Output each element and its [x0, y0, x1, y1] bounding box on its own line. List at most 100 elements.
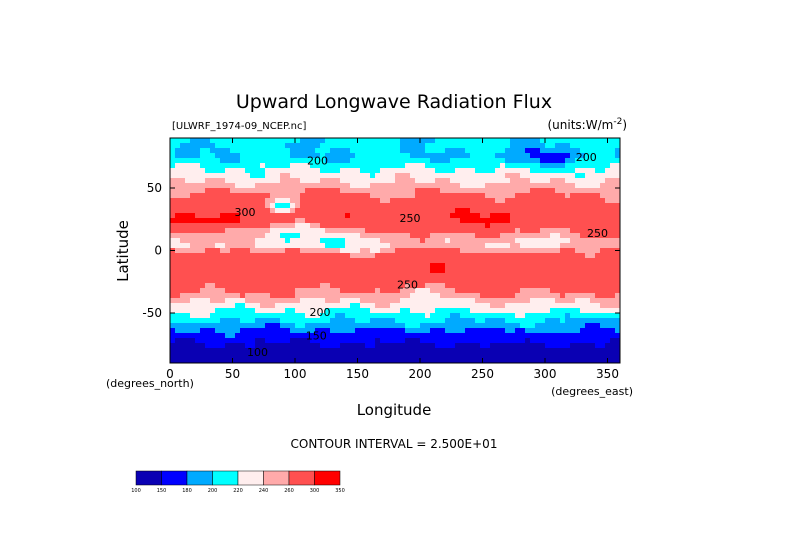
field-cell [180, 178, 186, 184]
field-cell [385, 208, 391, 214]
field-cell [535, 168, 541, 174]
field-cell [420, 263, 426, 269]
field-cell [440, 213, 446, 219]
field-cell [265, 138, 271, 144]
field-cell [615, 293, 620, 299]
field-cell [455, 218, 461, 224]
field-cell [535, 358, 541, 363]
field-cell [455, 293, 461, 299]
field-cell [230, 343, 236, 349]
field-cell [200, 158, 206, 164]
field-cell [570, 318, 576, 324]
field-cell [275, 288, 281, 294]
field-cell [360, 228, 366, 234]
field-cell [365, 193, 371, 199]
field-cell [370, 353, 376, 359]
field-cell [540, 138, 546, 144]
field-cell [545, 248, 551, 254]
field-cell [445, 153, 451, 159]
field-cell [445, 238, 451, 244]
field-cell [485, 183, 491, 189]
field-cell [400, 183, 406, 189]
field-cell [260, 298, 266, 304]
field-cell [585, 188, 591, 194]
field-cell [375, 218, 381, 224]
field-cell [450, 253, 456, 259]
field-cell [200, 318, 206, 324]
field-cell [615, 168, 620, 174]
field-cell [190, 258, 196, 264]
field-cell [510, 333, 516, 339]
field-cell [490, 173, 496, 179]
field-cell [475, 173, 481, 179]
field-cell [600, 203, 606, 209]
field-cell [350, 283, 356, 289]
field-cell [395, 343, 401, 349]
field-cell [345, 303, 351, 309]
field-cell [280, 188, 286, 194]
field-cell [220, 288, 226, 294]
field-cell [410, 263, 416, 269]
field-cell [385, 273, 391, 279]
field-cell [550, 293, 556, 299]
field-cell [390, 138, 396, 144]
field-cell [615, 188, 620, 194]
field-cell [320, 198, 326, 204]
field-cell [230, 338, 236, 344]
field-cell [475, 208, 481, 214]
field-cell [385, 328, 391, 334]
field-cell [390, 333, 396, 339]
field-cell [400, 218, 406, 224]
field-cell [615, 208, 620, 214]
field-cell [365, 198, 371, 204]
field-cell [320, 318, 326, 324]
field-cell [485, 213, 491, 219]
field-cell [445, 223, 451, 229]
field-cell [455, 253, 461, 259]
field-cell [565, 213, 571, 219]
field-cell [215, 323, 221, 329]
field-cell [285, 308, 291, 314]
field-cell [480, 258, 486, 264]
field-cell [225, 168, 231, 174]
field-cell [300, 253, 306, 259]
field-cell [360, 313, 366, 319]
field-cell [220, 263, 226, 269]
field-cell [300, 303, 306, 309]
field-cell [615, 223, 620, 229]
field-cell [330, 193, 336, 199]
field-cell [200, 273, 206, 279]
field-cell [470, 323, 476, 329]
field-cell [365, 178, 371, 184]
field-cell [515, 238, 521, 244]
field-cell [560, 343, 566, 349]
field-cell [225, 233, 231, 239]
field-cell [310, 313, 316, 319]
field-cell [270, 183, 276, 189]
field-cell [275, 263, 281, 269]
field-cell [375, 243, 381, 249]
field-cell [280, 203, 286, 209]
field-cell [615, 268, 620, 274]
field-cell [325, 233, 331, 239]
field-cell [295, 173, 301, 179]
field-cell [335, 303, 341, 309]
field-cell [260, 283, 266, 289]
field-cell [445, 343, 451, 349]
field-cell [425, 263, 431, 269]
field-cell [295, 278, 301, 284]
field-cell [180, 263, 186, 269]
field-cell [585, 168, 591, 174]
field-cell [195, 318, 201, 324]
field-cell [465, 268, 471, 274]
field-cell [370, 328, 376, 334]
field-cell [175, 183, 181, 189]
field-cell [295, 343, 301, 349]
field-cell [495, 293, 501, 299]
field-cell [405, 353, 411, 359]
field-cell [470, 313, 476, 319]
field-cell [285, 143, 291, 149]
field-cell [585, 148, 591, 154]
field-cell [205, 168, 211, 174]
field-cell [495, 213, 501, 219]
